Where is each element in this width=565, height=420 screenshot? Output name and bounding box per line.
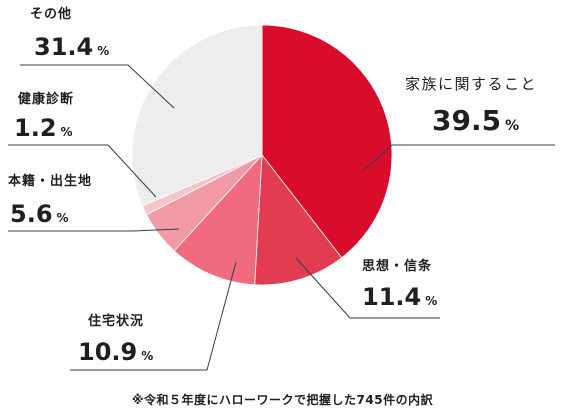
leader-line-health-check (8, 144, 157, 198)
pie-slice-housing (173, 153, 263, 286)
leader-lines (8, 64, 555, 371)
leader-line-other (20, 64, 175, 109)
value-label-other: 31.4% (34, 33, 109, 61)
leader-line-beliefs (295, 257, 440, 319)
pie-slices (131, 24, 393, 286)
slice-labels: 家族に関すること 39.5 % 思想・信条 11.4 % 住宅状況 10.9 % 本籍・出生地 5.… (8, 6, 537, 366)
category-label-beliefs: 思想・信条 (362, 258, 432, 274)
category-label-birthplace: 本籍・出生地 (8, 173, 92, 189)
value-label-health-check: 1.2% (14, 114, 73, 142)
value-label-housing: 10.9% (78, 338, 153, 366)
pie-slice-other (131, 24, 263, 207)
chart-footnote: ※令和５年度にハローワークで把握した745件の内訳 (131, 393, 434, 407)
category-label-housing: 住宅状況 (88, 313, 144, 329)
leader-line-family (361, 144, 555, 173)
category-label-family: 家族に関すること (405, 75, 537, 93)
leader-line-housing (70, 261, 237, 371)
pie-slice-beliefs (254, 153, 343, 286)
value-label-family: 39.5% (432, 104, 519, 137)
category-label-health-check: 健康診断 (18, 91, 74, 107)
leader-line-birthplace (8, 228, 180, 232)
value-label-beliefs: 11.4% (362, 283, 437, 311)
value-label-birthplace: 5.6% (10, 200, 69, 228)
pie-slice-family (261, 24, 393, 259)
category-label-other: その他 (30, 6, 72, 22)
